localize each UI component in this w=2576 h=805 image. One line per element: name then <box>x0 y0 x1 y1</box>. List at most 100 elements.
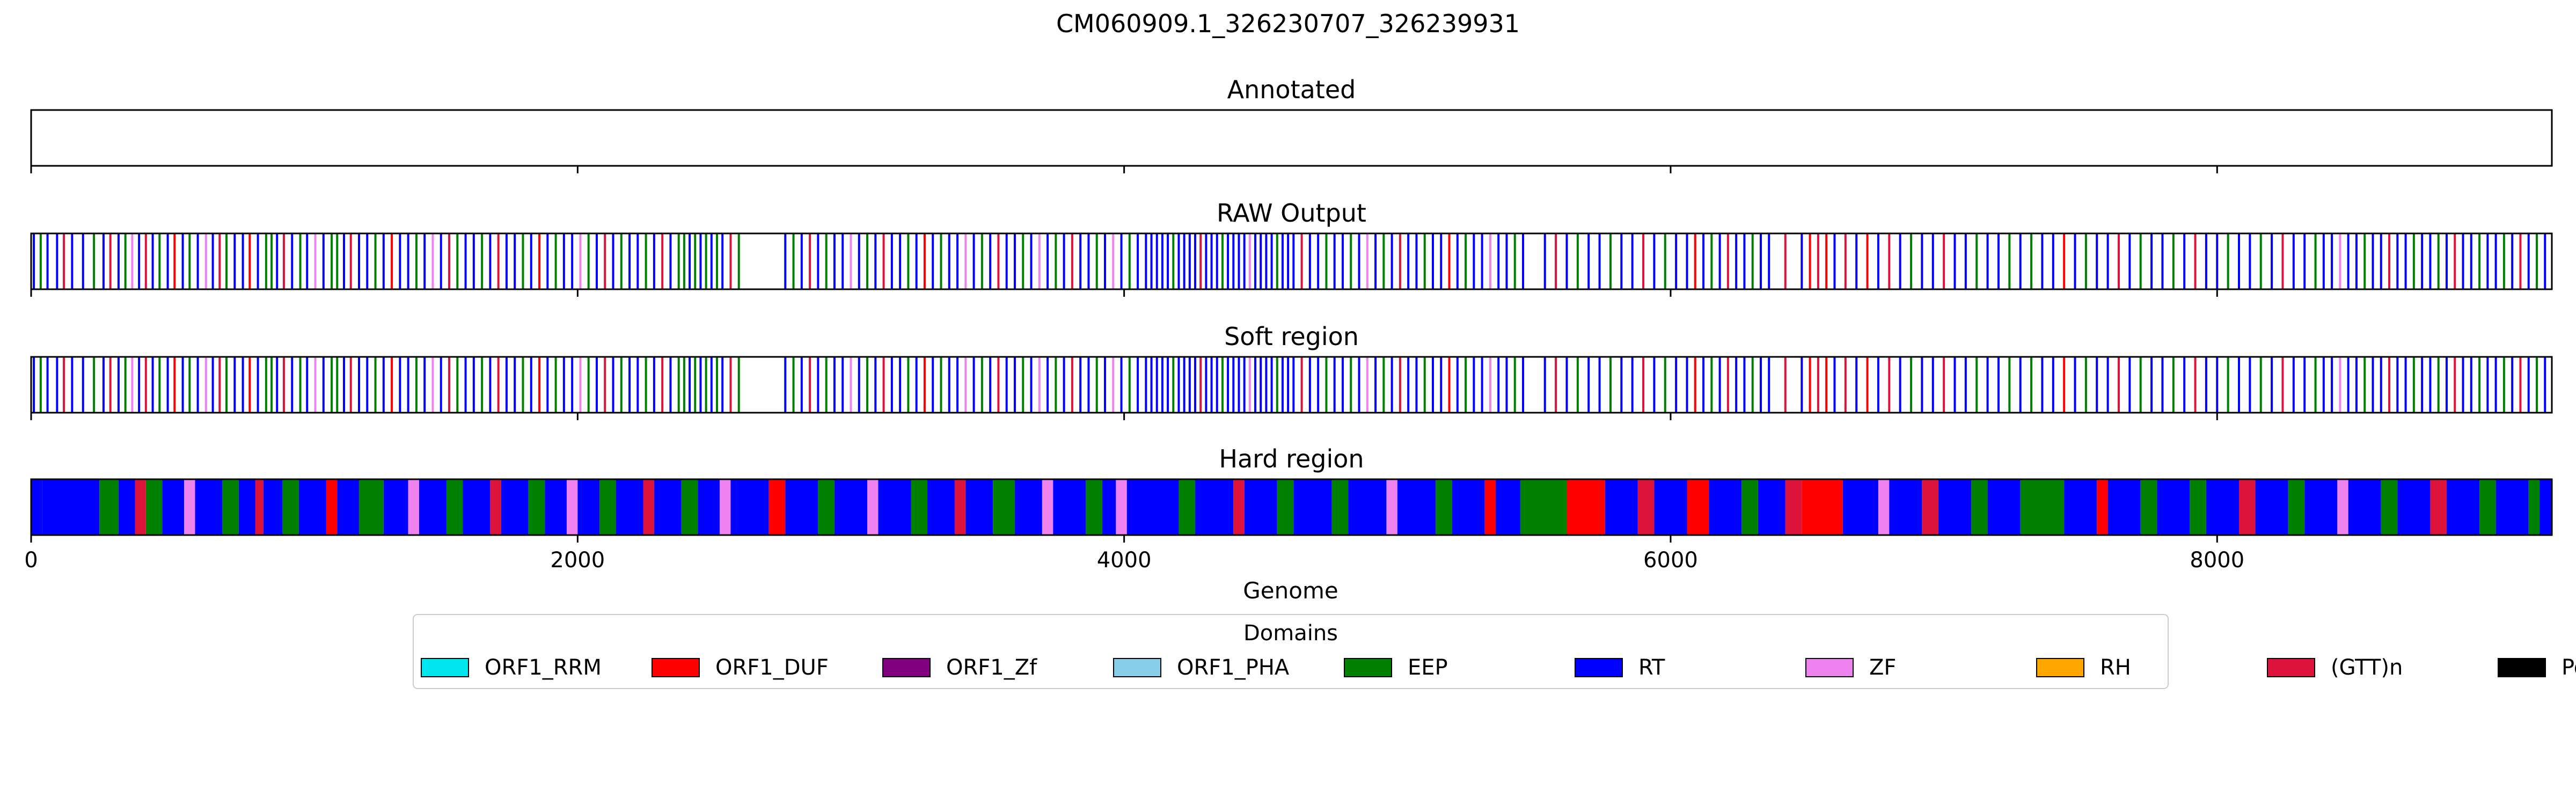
domain-segment <box>1116 479 1127 535</box>
legend-item-orf1-rrm: ORF1_RRM <box>421 655 602 680</box>
domain-segment <box>2288 479 2305 535</box>
figure-title: CM060909.1_326230707_326239931 <box>1056 9 1520 38</box>
domain-segment <box>1452 479 1485 535</box>
domain-segment <box>1802 479 1843 535</box>
domain-segment <box>681 479 698 535</box>
legend-label: ORF1_RRM <box>485 655 602 680</box>
legend-item-orf1-duf: ORF1_DUF <box>652 655 829 680</box>
domain-segment <box>1758 479 1785 535</box>
legend-swatch <box>1805 658 1854 677</box>
domain-segment <box>730 479 769 535</box>
domain-segment <box>255 479 264 535</box>
domain-segment <box>1938 479 1972 535</box>
domain-segment <box>1086 479 1102 535</box>
domain-segment <box>1277 479 1294 535</box>
domain-segment <box>993 479 1015 535</box>
domain-segment <box>337 479 359 535</box>
domain-segment <box>1484 479 1496 535</box>
x-tick-label: 8000 <box>2190 548 2244 573</box>
legend-label: ZF <box>1869 655 1896 680</box>
legend-label: ORF1_Zf <box>946 655 1037 680</box>
panel-annotated: Annotated <box>30 75 2553 173</box>
legend-item-rh: RH <box>2036 655 2131 680</box>
domain-segment <box>2255 479 2288 535</box>
domain-segment <box>1687 479 1709 535</box>
legend-label: ORF1_PHA <box>1177 655 1290 680</box>
domain-segment <box>99 479 119 535</box>
domain-segment <box>1987 479 2021 535</box>
panel-title: RAW Output <box>1217 199 1366 228</box>
panel-frame <box>30 478 2553 536</box>
domain-segment <box>1889 479 1922 535</box>
legend-item-orf1-pha: ORF1_PHA <box>1113 655 1290 680</box>
domain-segment <box>2348 479 2381 535</box>
domain-segment <box>1397 479 1436 535</box>
legend-entries: ORF1_RRM ORF1_DUF ORF1_Zf ORF1_PHA EEP RT ZF RH… <box>421 655 2576 680</box>
domain-segment <box>927 479 955 535</box>
domain-segment <box>1637 479 1655 535</box>
legend-swatch <box>1113 658 1161 677</box>
domain-segment <box>184 479 195 535</box>
domain-segment <box>2528 479 2540 535</box>
legend-swatch <box>2036 658 2084 677</box>
legend-label: ORF1_DUF <box>715 655 829 680</box>
domain-segment <box>769 479 786 535</box>
domain-segment <box>599 479 616 535</box>
x-tick-label: 6000 <box>1643 548 1698 573</box>
domain-segment <box>1293 479 1332 535</box>
panel-hard-region: Hard region 0 2000 4000 6000 8000 <box>24 444 2553 573</box>
domain-marks <box>33 357 2546 413</box>
domain-segment <box>222 479 239 535</box>
panel-soft-region: Soft region <box>30 322 2553 420</box>
domain-segment <box>834 479 868 535</box>
domain-segment <box>1654 479 1687 535</box>
panel-frame <box>30 232 2553 290</box>
domain-segment <box>545 479 567 535</box>
domain-segment <box>954 479 966 535</box>
domain-segment <box>785 479 818 535</box>
domain-segment <box>1709 479 1742 535</box>
domain-segment <box>31 479 42 535</box>
domain-marks <box>33 233 2546 289</box>
panel-title: Hard region <box>1219 444 1364 473</box>
domain-segment <box>419 479 447 535</box>
domain-segment <box>1436 479 1452 535</box>
legend-swatch <box>1575 658 1623 677</box>
legend-item-polia: PoliA <box>2498 655 2576 680</box>
domain-segment <box>326 479 338 535</box>
domain-segment <box>2446 479 2480 535</box>
track-panels: Annotated RAW Output Soft region Hard regio… <box>24 75 2553 573</box>
domain-segment <box>867 479 879 535</box>
domain-segment <box>1053 479 1086 535</box>
domain-segment <box>878 479 911 535</box>
domain-segment <box>263 479 283 535</box>
domain-segment <box>1785 479 1802 535</box>
domain-segment <box>1386 479 1397 535</box>
domain-segment <box>135 479 146 535</box>
legend-item-zf: ZF <box>1805 655 1896 680</box>
domain-segment <box>643 479 654 535</box>
panel-frame <box>30 109 2553 167</box>
domain-segment <box>2157 479 2190 535</box>
domain-segment <box>2381 479 2398 535</box>
domain-segment <box>446 479 463 535</box>
legend: Domains ORF1_RRM ORF1_DUF ORF1_Zf ORF1_PHA E… <box>413 614 2576 689</box>
domain-segment <box>566 479 578 535</box>
x-tick-label: 2000 <box>550 548 605 573</box>
domain-segment <box>118 479 135 535</box>
domain-segment <box>2304 479 2338 535</box>
x-tick-label: 4000 <box>1097 548 1152 573</box>
panel-title: Annotated <box>1227 75 1356 104</box>
domain-segment <box>698 479 720 535</box>
domain-segment <box>408 479 420 535</box>
domain-segment <box>2397 479 2431 535</box>
panel-frame <box>30 356 2553 414</box>
domain-segment <box>463 479 491 535</box>
domain-segment <box>298 479 326 535</box>
domain-segment <box>238 479 255 535</box>
domain-segment <box>1331 479 1349 535</box>
domain-segment <box>358 479 384 535</box>
domain-segment <box>2206 479 2240 535</box>
legend-frame <box>413 614 2169 689</box>
